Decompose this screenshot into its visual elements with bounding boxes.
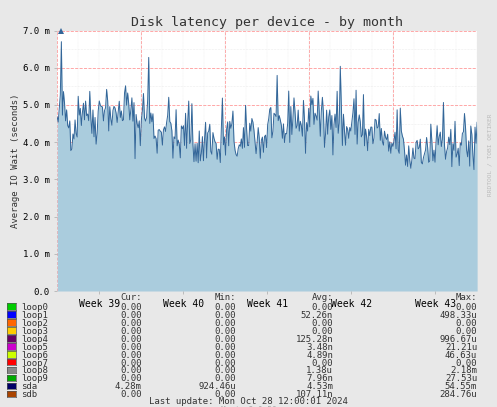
Text: 52.26n: 52.26n bbox=[301, 311, 333, 320]
Text: loop8: loop8 bbox=[21, 366, 48, 376]
Text: loop0: loop0 bbox=[21, 303, 48, 312]
Text: sdb: sdb bbox=[21, 390, 37, 399]
Text: sda: sda bbox=[21, 382, 37, 392]
Text: 0.00: 0.00 bbox=[215, 359, 236, 368]
Text: 1.38u: 1.38u bbox=[306, 366, 333, 376]
Text: 21.21u: 21.21u bbox=[445, 343, 477, 352]
Text: 0.00: 0.00 bbox=[120, 327, 142, 336]
Text: 125.28n: 125.28n bbox=[295, 335, 333, 344]
Text: 54.55m: 54.55m bbox=[445, 382, 477, 392]
Text: 0.00: 0.00 bbox=[456, 319, 477, 328]
Text: 0.00: 0.00 bbox=[215, 335, 236, 344]
Text: 498.33u: 498.33u bbox=[439, 311, 477, 320]
Text: 0.00: 0.00 bbox=[456, 327, 477, 336]
Text: 4.28m: 4.28m bbox=[115, 382, 142, 392]
Text: 0.00: 0.00 bbox=[215, 366, 236, 376]
Y-axis label: Average IO Wait (seconds): Average IO Wait (seconds) bbox=[11, 94, 20, 228]
Text: loop2: loop2 bbox=[21, 319, 48, 328]
Text: 0.00: 0.00 bbox=[215, 374, 236, 383]
Text: 2.18m: 2.18m bbox=[450, 366, 477, 376]
Text: loop4: loop4 bbox=[21, 335, 48, 344]
Text: Min:: Min: bbox=[215, 293, 236, 302]
Text: 0.00: 0.00 bbox=[120, 335, 142, 344]
Text: 0.00: 0.00 bbox=[215, 303, 236, 312]
Text: 0.00: 0.00 bbox=[215, 311, 236, 320]
Text: 0.00: 0.00 bbox=[120, 366, 142, 376]
Text: 27.53u: 27.53u bbox=[445, 374, 477, 383]
Text: 0.00: 0.00 bbox=[215, 343, 236, 352]
Text: 46.63u: 46.63u bbox=[445, 350, 477, 360]
Text: 284.76u: 284.76u bbox=[439, 390, 477, 399]
Text: 4.53m: 4.53m bbox=[306, 382, 333, 392]
Text: 0.00: 0.00 bbox=[120, 374, 142, 383]
Text: 0.00: 0.00 bbox=[456, 359, 477, 368]
Text: Max:: Max: bbox=[456, 293, 477, 302]
Text: loop7: loop7 bbox=[21, 359, 48, 368]
Text: loop1: loop1 bbox=[21, 311, 48, 320]
Text: 0.00: 0.00 bbox=[215, 390, 236, 399]
Text: 996.67u: 996.67u bbox=[439, 335, 477, 344]
Text: 0.00: 0.00 bbox=[120, 343, 142, 352]
Text: loop9: loop9 bbox=[21, 374, 48, 383]
Text: 0.00: 0.00 bbox=[120, 303, 142, 312]
Text: Avg:: Avg: bbox=[312, 293, 333, 302]
Text: 0.00: 0.00 bbox=[215, 350, 236, 360]
Text: Last update: Mon Oct 28 12:00:01 2024: Last update: Mon Oct 28 12:00:01 2024 bbox=[149, 397, 348, 406]
Text: 0.00: 0.00 bbox=[120, 390, 142, 399]
Title: Disk latency per device - by month: Disk latency per device - by month bbox=[131, 16, 403, 29]
Text: 0.00: 0.00 bbox=[312, 319, 333, 328]
Text: 0.00: 0.00 bbox=[312, 359, 333, 368]
Text: 0.00: 0.00 bbox=[215, 319, 236, 328]
Text: 3.48n: 3.48n bbox=[306, 343, 333, 352]
Text: 0.00: 0.00 bbox=[120, 359, 142, 368]
Text: loop6: loop6 bbox=[21, 350, 48, 360]
Text: RRDTOOL / TOBI OETIKER: RRDTOOL / TOBI OETIKER bbox=[487, 114, 492, 196]
Text: loop3: loop3 bbox=[21, 327, 48, 336]
Text: 0.00: 0.00 bbox=[120, 311, 142, 320]
Text: 0.00: 0.00 bbox=[120, 350, 142, 360]
Text: Munin 2.0.56: Munin 2.0.56 bbox=[221, 406, 276, 407]
Text: 7.96n: 7.96n bbox=[306, 374, 333, 383]
Text: 0.00: 0.00 bbox=[215, 327, 236, 336]
Text: 4.89n: 4.89n bbox=[306, 350, 333, 360]
Text: 0.00: 0.00 bbox=[120, 319, 142, 328]
Text: Cur:: Cur: bbox=[120, 293, 142, 302]
Text: 0.00: 0.00 bbox=[312, 327, 333, 336]
Text: 107.11n: 107.11n bbox=[295, 390, 333, 399]
Text: loop5: loop5 bbox=[21, 343, 48, 352]
Text: 924.46u: 924.46u bbox=[198, 382, 236, 392]
Text: 0.00: 0.00 bbox=[456, 303, 477, 312]
Text: 0.00: 0.00 bbox=[312, 303, 333, 312]
